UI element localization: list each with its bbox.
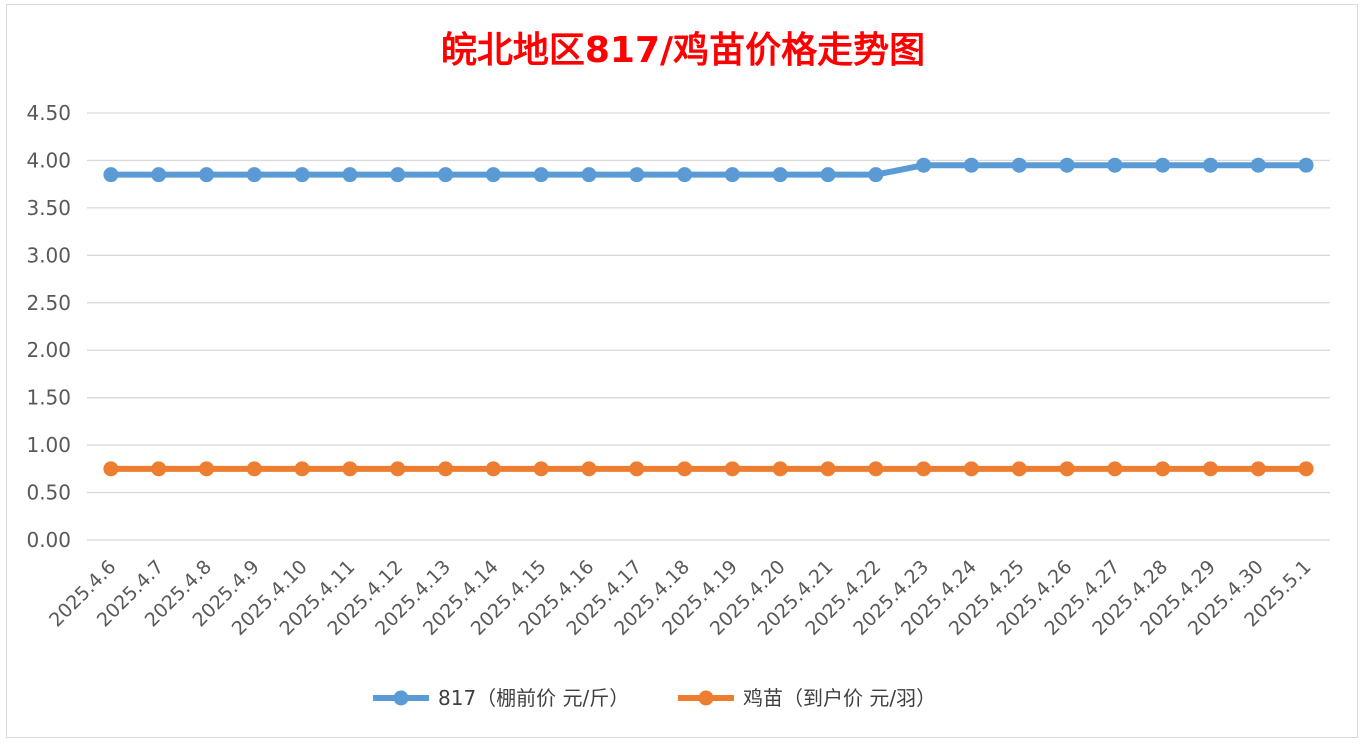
data-point	[1298, 461, 1314, 477]
data-point	[1011, 461, 1027, 477]
legend-label-0: 817（棚前价 元/斤）	[438, 686, 629, 710]
data-point	[1202, 461, 1218, 477]
gridlines	[87, 112, 1330, 541]
data-point	[485, 167, 501, 183]
chart-title: 皖北地区817/鸡苗价格走势图	[441, 30, 925, 71]
data-point	[103, 167, 119, 183]
data-point	[294, 167, 310, 183]
data-point	[1059, 461, 1075, 477]
data-point	[246, 167, 262, 183]
series-group	[103, 157, 1314, 477]
data-point	[342, 167, 358, 183]
data-point	[1202, 157, 1218, 173]
data-point	[533, 167, 549, 183]
data-point	[1250, 461, 1266, 477]
data-point	[724, 461, 740, 477]
y-tick-label: 0.50	[26, 481, 71, 505]
legend-marker-0	[393, 690, 409, 706]
data-point	[820, 167, 836, 183]
x-axis-ticks: 2025.4.62025.4.72025.4.82025.4.92025.4.1…	[45, 556, 1316, 640]
data-point	[677, 461, 693, 477]
series-line-0	[110, 162, 1307, 178]
y-tick-label: 2.00	[26, 338, 71, 362]
data-point	[294, 461, 310, 477]
data-point	[1107, 157, 1123, 173]
data-point	[677, 167, 693, 183]
y-tick-label: 3.50	[26, 196, 71, 220]
data-point	[438, 461, 454, 477]
data-point	[1059, 157, 1075, 173]
data-point	[963, 461, 979, 477]
data-point	[629, 461, 645, 477]
data-point	[151, 167, 167, 183]
data-point	[151, 461, 167, 477]
y-tick-label: 2.50	[26, 291, 71, 315]
data-point	[246, 461, 262, 477]
data-point	[1011, 157, 1027, 173]
legend-label-1: 鸡苗（到户价 元/羽）	[743, 686, 936, 710]
legend: 817（棚前价 元/斤） 鸡苗（到户价 元/羽）	[373, 686, 936, 710]
data-point	[1155, 461, 1171, 477]
data-point	[485, 461, 501, 477]
data-point	[103, 461, 119, 477]
y-axis-ticks: 0.00 0.50 1.00 1.50 2.00 2.50 3.00 3.50 4.00 4.50	[26, 101, 71, 552]
y-tick-label: 4.00	[26, 148, 71, 172]
y-tick-label: 0.00	[26, 528, 71, 552]
data-point	[390, 461, 406, 477]
data-point	[1250, 157, 1266, 173]
data-point	[772, 461, 788, 477]
data-point	[868, 167, 884, 183]
y-tick-label: 1.00	[26, 433, 71, 457]
data-point	[581, 461, 597, 477]
data-point	[1298, 157, 1314, 173]
data-point	[581, 167, 597, 183]
data-point	[772, 167, 788, 183]
data-point	[199, 167, 215, 183]
data-point	[916, 157, 932, 173]
data-point	[533, 461, 549, 477]
y-tick-label: 4.50	[26, 101, 71, 125]
data-point	[342, 461, 358, 477]
data-point	[1107, 461, 1123, 477]
data-point	[868, 461, 884, 477]
data-point	[820, 461, 836, 477]
data-point	[916, 461, 932, 477]
data-point	[629, 167, 645, 183]
data-point	[963, 157, 979, 173]
y-tick-label: 3.00	[26, 243, 71, 267]
data-point	[724, 167, 740, 183]
data-point	[1155, 157, 1171, 173]
legend-marker-1	[698, 690, 714, 706]
data-point	[199, 461, 215, 477]
chart-frame	[6, 4, 1358, 738]
data-point	[390, 167, 406, 183]
data-point	[438, 167, 454, 183]
y-tick-label: 1.50	[26, 386, 71, 410]
